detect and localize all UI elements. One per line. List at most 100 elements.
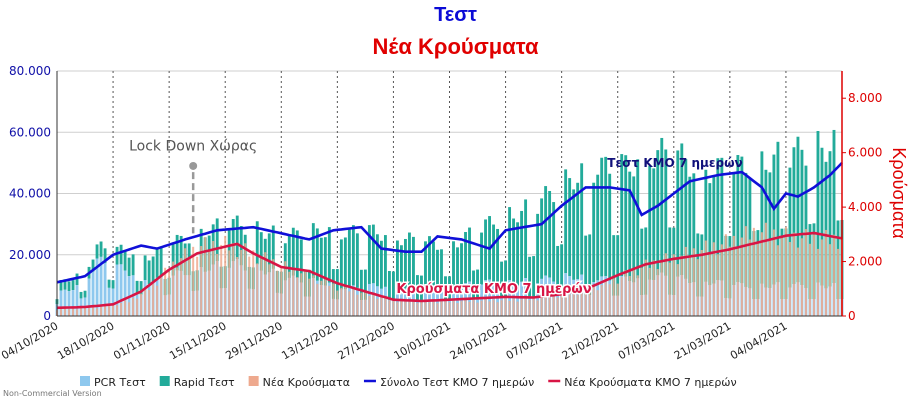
new-cases-bar — [288, 271, 291, 316]
rapid-test-bar — [347, 228, 351, 287]
rapid-test-bar — [492, 224, 495, 284]
new-cases-bar — [448, 302, 451, 316]
new-cases-bar — [784, 226, 787, 316]
new-cases-bar — [708, 251, 711, 316]
new-cases-bar — [412, 300, 415, 316]
y-right-tick-label: 4.000 — [848, 200, 882, 214]
rapid-test-bar — [379, 240, 383, 289]
new-cases-bar — [204, 237, 207, 316]
new-cases-bar — [736, 248, 739, 316]
new-cases-bar — [660, 261, 663, 316]
x-tick-label: 18/10/2020 — [55, 319, 116, 362]
new-cases-bar — [68, 309, 71, 316]
rapid-test-bar — [175, 234, 179, 271]
new-cases-bar — [836, 248, 839, 316]
y-right-axis-label: Κρούσματα — [889, 147, 909, 238]
new-cases-bar — [200, 246, 203, 316]
rapid-test-bar — [387, 271, 391, 300]
new-cases-bar — [360, 292, 363, 316]
rapid-test-bar — [596, 174, 600, 281]
new-cases-bar — [556, 297, 559, 316]
new-cases-bar — [772, 229, 775, 316]
new-cases-bar — [428, 302, 431, 316]
new-cases-bar — [220, 244, 223, 316]
rapid-test-bar — [732, 172, 736, 286]
new-cases-bar — [280, 265, 283, 316]
new-cases-bar — [208, 249, 211, 316]
new-cases-bar — [544, 294, 547, 316]
new-cases-bar — [184, 248, 187, 316]
rapid-test-bar — [540, 198, 544, 279]
pcr-test-bar — [456, 288, 459, 316]
new-cases-bar — [444, 299, 447, 316]
pcr-test-bar — [480, 284, 483, 316]
new-cases-bar — [520, 299, 523, 316]
new-cases-bar — [156, 285, 159, 316]
legend-swatch-rapid — [159, 376, 170, 386]
rapid-test-bar — [123, 251, 127, 271]
new-cases-bar — [64, 308, 67, 316]
rapid-test-bar — [604, 156, 608, 277]
new-cases-bar — [352, 289, 355, 316]
rapid-test-bar — [391, 271, 395, 301]
rapid-test-bar — [512, 218, 516, 285]
rapid-test-bar — [319, 237, 323, 286]
new-cases-bar — [684, 246, 687, 316]
rapid-test-bar — [436, 249, 439, 291]
new-cases-bar — [456, 303, 459, 316]
new-cases-bar — [560, 294, 563, 316]
rapid-test-bar — [119, 244, 123, 265]
rapid-test-bar — [135, 280, 139, 294]
new-cases-bar — [452, 300, 455, 316]
new-cases-bar — [272, 259, 275, 316]
lockdown-label: Lock Down Χώρας — [129, 139, 257, 155]
rapid-test-bar — [800, 149, 804, 286]
rapid-test-bar — [668, 227, 672, 295]
pcr-test-bar — [91, 271, 95, 316]
x-tick-label: 10/01/2021 — [392, 319, 453, 362]
rapid-test-bar — [648, 165, 652, 280]
rapid-test-bar — [656, 150, 660, 276]
new-cases-bar — [692, 248, 695, 316]
x-tick-label: 13/12/2020 — [279, 319, 340, 362]
tests-7day-line — [56, 161, 843, 284]
rapid-test-bar — [383, 235, 387, 287]
new-cases-bar — [580, 290, 583, 316]
rapid-test-bar — [227, 230, 231, 268]
x-tick-label: 21/03/2021 — [672, 319, 733, 362]
new-cases-bar — [252, 250, 255, 316]
x-tick-label: 04/10/2020 — [0, 319, 60, 362]
rapid-test-bar — [63, 279, 67, 290]
new-cases-bar — [420, 301, 423, 316]
rapid-test-bar — [680, 143, 684, 276]
new-cases-bar — [240, 249, 243, 316]
new-cases-bar — [392, 299, 395, 316]
new-cases-bar — [128, 302, 131, 316]
new-cases-bar — [92, 306, 95, 316]
rapid-test-bar — [788, 167, 792, 288]
rapid-test-bar — [588, 234, 592, 296]
new-cases-bar — [400, 300, 403, 316]
new-cases-bar — [336, 290, 339, 316]
new-cases-bar — [720, 244, 723, 316]
rapid-test-bar — [215, 218, 219, 262]
rapid-test-bar — [556, 245, 560, 296]
rapid-test-bar — [612, 235, 616, 296]
new-cases-bar — [168, 271, 171, 316]
new-cases-bar — [624, 270, 627, 316]
rapid-test-bar — [716, 158, 720, 281]
rapid-test-bar — [816, 130, 820, 283]
new-cases-bar — [300, 273, 303, 316]
rapid-test-bar — [400, 245, 403, 291]
pcr-test-bar — [75, 285, 79, 316]
new-cases-bar — [160, 277, 163, 316]
rapid-test-bar — [355, 233, 359, 288]
rapid-test-bar — [676, 150, 680, 277]
rapid-test-bar — [708, 183, 712, 286]
rapid-test-bar — [792, 147, 796, 285]
new-cases-bar — [824, 229, 827, 316]
y-left-tick-label: 0 — [43, 309, 51, 323]
new-cases-bar — [432, 300, 435, 316]
new-cases-bar — [600, 285, 603, 316]
new-cases-bar — [604, 279, 607, 316]
